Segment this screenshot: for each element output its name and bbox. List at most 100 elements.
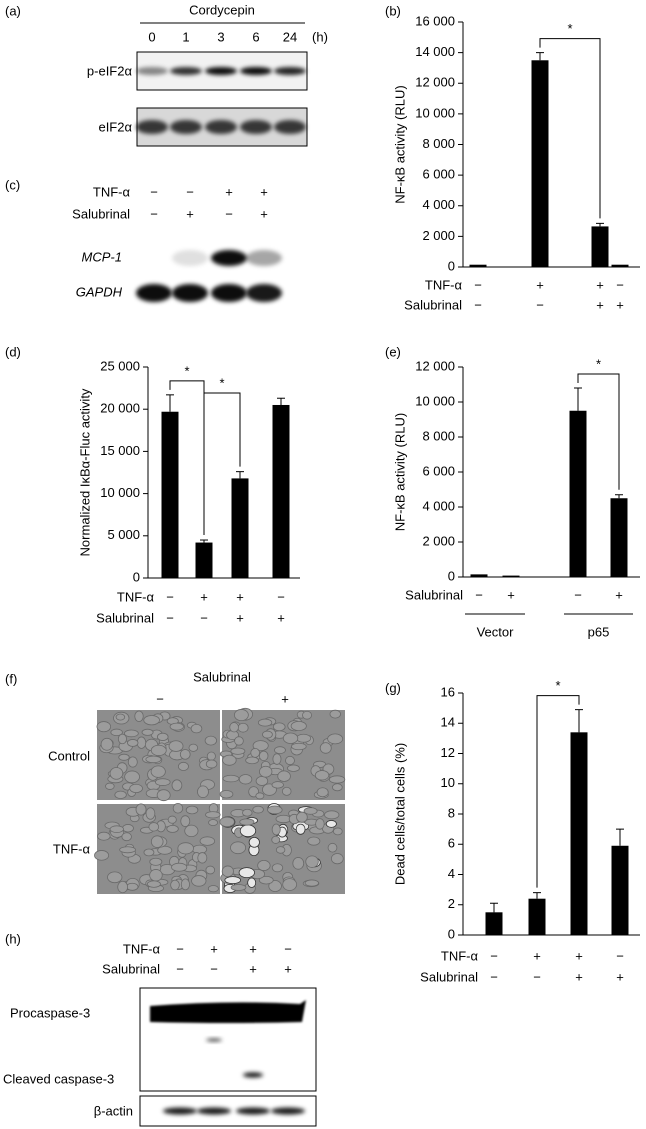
- blot-row-label: GAPDH: [76, 284, 123, 299]
- bar: [469, 264, 487, 267]
- y-tick-label: 14: [441, 715, 455, 730]
- condition-sign: +: [596, 277, 604, 292]
- cell: [219, 790, 234, 799]
- cell: [190, 723, 203, 734]
- blot-band: [170, 67, 202, 75]
- significance-label: *: [219, 375, 224, 390]
- panel-label: (b): [385, 3, 401, 18]
- blot-band: [136, 284, 172, 302]
- condition-name: TNF-α: [441, 948, 479, 963]
- cell: [117, 880, 128, 894]
- cell: [150, 765, 166, 778]
- condition-sign: −: [474, 277, 482, 292]
- treatment-label: Cordycepin: [189, 2, 255, 17]
- panel-label: (a): [5, 3, 21, 18]
- cell: [272, 753, 282, 765]
- cell: [206, 751, 216, 761]
- cell: [258, 876, 274, 885]
- condition-sign: +: [200, 589, 208, 604]
- cell: [237, 722, 249, 733]
- bar: [570, 732, 588, 935]
- cell: [255, 776, 269, 786]
- y-tick-label: 12 000: [415, 75, 455, 90]
- cell: [325, 820, 337, 828]
- cell: [285, 755, 295, 766]
- condition-sign: +: [249, 941, 257, 956]
- cell: [208, 819, 218, 827]
- cell: [327, 733, 344, 745]
- blot-band: [236, 1107, 270, 1115]
- cell: [332, 783, 343, 792]
- condition-name: TNF-α: [117, 589, 155, 604]
- cell: [239, 824, 257, 838]
- cell: [123, 729, 139, 738]
- bar: [231, 478, 249, 578]
- cell: [118, 753, 130, 761]
- condition-sign: −: [474, 297, 482, 312]
- cell: [166, 824, 179, 833]
- blot-band: [163, 1107, 197, 1115]
- cell: [302, 710, 312, 720]
- bar: [569, 410, 587, 577]
- cell: [141, 728, 154, 736]
- condition-sign: −: [536, 297, 544, 312]
- cell: [188, 743, 199, 752]
- condition-sign: −: [574, 587, 582, 602]
- cell: [97, 831, 111, 841]
- cell: [121, 832, 132, 842]
- time-point-label: 1: [182, 29, 189, 44]
- cell: [331, 853, 344, 865]
- cell: [230, 841, 247, 855]
- condition-sign: −: [150, 184, 158, 199]
- bar: [470, 574, 488, 577]
- cell: [222, 754, 237, 766]
- cell: [127, 756, 138, 768]
- cell: [267, 805, 283, 815]
- cell: [296, 811, 308, 823]
- panel-label: (d): [5, 344, 21, 359]
- cell: [149, 857, 163, 866]
- condition-name: TNF-α: [123, 941, 161, 956]
- cell: [143, 715, 160, 726]
- time-point-label: 3: [217, 29, 224, 44]
- cell: [191, 875, 207, 887]
- significance-bracket: [539, 38, 601, 219]
- y-tick-label: 16 000: [415, 13, 455, 28]
- cell: [238, 867, 255, 879]
- group-label: p65: [588, 624, 610, 639]
- time-point-label: 6: [252, 29, 259, 44]
- cell: [271, 863, 284, 873]
- cell: [110, 728, 123, 737]
- cell: [250, 747, 260, 758]
- cell: [327, 842, 338, 853]
- blot-band: [211, 250, 247, 266]
- cell: [257, 859, 271, 871]
- cell: [179, 749, 191, 760]
- cell: [180, 878, 190, 891]
- cell: [205, 759, 218, 769]
- y-tick-label: 10 000: [415, 393, 455, 408]
- condition-sign: +: [575, 969, 583, 984]
- condition-sign: +: [260, 184, 268, 199]
- y-tick-label: 6 000: [422, 463, 455, 478]
- condition-sign: +: [596, 297, 604, 312]
- cell: [129, 783, 143, 794]
- cell: [100, 737, 114, 751]
- cell: [307, 836, 321, 846]
- cell: [115, 713, 126, 721]
- bar: [528, 898, 546, 935]
- condition-sign: +: [575, 948, 583, 963]
- bar: [161, 411, 179, 578]
- condition-sign: −: [490, 969, 498, 984]
- time-point-label: 24: [283, 29, 297, 44]
- significance-bracket: [203, 392, 241, 536]
- time-point-label: 0: [148, 29, 155, 44]
- y-tick-label: 8 000: [422, 136, 455, 151]
- blot-band: [205, 120, 237, 134]
- cell: [290, 721, 307, 731]
- cell: [135, 803, 147, 816]
- y-tick-label: 4 000: [422, 197, 455, 212]
- cell: [168, 740, 184, 752]
- cell: [271, 835, 281, 844]
